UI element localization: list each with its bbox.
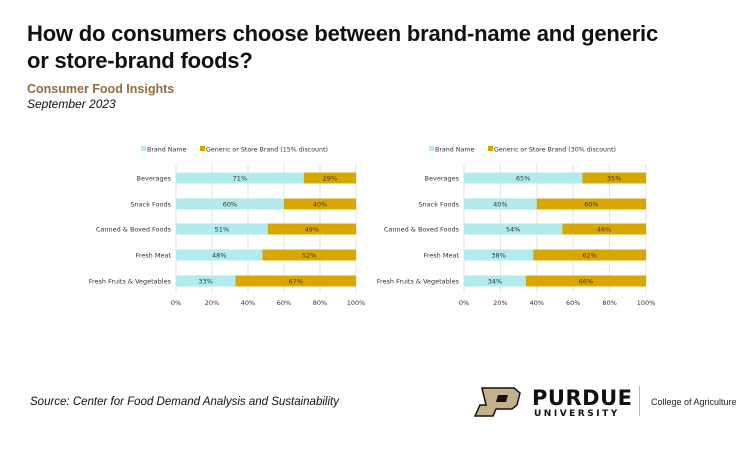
bar-segment	[176, 198, 284, 210]
legend-swatch	[141, 146, 146, 151]
legend-label: Generic or Store Brand (15% discount)	[206, 147, 328, 154]
x-tick-label: 60%	[277, 299, 291, 307]
data-label: 38%	[491, 252, 505, 260]
source-note: Source: Center for Food Demand Analysis …	[30, 396, 339, 408]
data-label: 34%	[488, 278, 502, 286]
data-label: 48%	[212, 252, 226, 260]
page-title: How do consumers choose between brand-na…	[27, 21, 659, 73]
charts: 0% 20% 40% 60% 80% 100% Brand Name Generic or S…	[89, 146, 656, 307]
bar-segment	[533, 249, 646, 261]
category-label: Fresh Meat	[135, 252, 171, 260]
data-label: 35%	[607, 175, 621, 183]
data-label: 54%	[506, 226, 520, 234]
category-label: Beverages	[137, 175, 172, 183]
data-label: 60%	[584, 201, 598, 209]
bar-segment	[176, 249, 263, 261]
category-label: Fresh Fruits & Vegetables	[377, 278, 460, 286]
bar-segment	[464, 249, 534, 261]
svg-text:PURDUE: PURDUE	[532, 386, 632, 410]
x-tick-label: 40%	[241, 299, 255, 307]
category-label: Snack Foods	[418, 201, 459, 209]
category-label: Canned & Boxed Foods	[96, 226, 172, 234]
divider	[639, 386, 640, 416]
bar-segment	[464, 275, 526, 287]
bar-segment	[582, 172, 646, 184]
bar-segment	[562, 223, 646, 235]
category-label: Fresh Fruits & Vegetables	[89, 278, 172, 286]
legend-swatch	[429, 146, 434, 151]
x-tick-label: 0%	[171, 299, 181, 307]
subtitle: Consumer Food Insights	[27, 82, 175, 96]
x-tick-label: 20%	[205, 299, 219, 307]
bar-segment	[464, 223, 563, 235]
bar-segment	[176, 223, 268, 235]
x-tick-label: 100%	[637, 299, 656, 307]
legend-label: Brand Name	[435, 147, 474, 154]
data-label: 60%	[223, 201, 237, 209]
data-label: 33%	[198, 278, 212, 286]
legend-label: Generic or Store Brand (30% discount)	[494, 147, 616, 154]
data-label: 62%	[582, 252, 596, 260]
bar-segment	[262, 249, 356, 261]
data-label: 46%	[597, 226, 611, 234]
x-tick-label: 80%	[313, 299, 327, 307]
category-label: Snack Foods	[130, 201, 171, 209]
data-label: 71%	[233, 175, 247, 183]
legend-swatch	[200, 146, 205, 151]
data-label: 40%	[493, 201, 507, 209]
data-label: 51%	[215, 226, 229, 234]
category-label: Fresh Meat	[423, 252, 459, 260]
date: September 2023	[27, 97, 116, 111]
data-label: 49%	[305, 226, 319, 234]
bar-segment	[176, 275, 236, 287]
data-label: 40%	[313, 201, 327, 209]
bar-segment	[464, 198, 537, 210]
category-label: Canned & Boxed Foods	[384, 226, 460, 234]
bar-segment	[176, 172, 304, 184]
college-name: College of Agriculture	[651, 397, 737, 407]
bar-segment	[464, 172, 583, 184]
bar-segment	[525, 275, 646, 287]
legend-label: Brand Name	[147, 147, 186, 154]
x-tick-label: 80%	[602, 299, 616, 307]
data-label: 52%	[302, 252, 316, 260]
data-label: 67%	[288, 278, 302, 286]
x-tick-label: 60%	[566, 299, 580, 307]
data-label: 65%	[516, 175, 530, 183]
data-label: 66%	[579, 278, 593, 286]
bar-segment	[536, 198, 646, 210]
category-label: Beverages	[425, 175, 460, 183]
legend-swatch	[488, 146, 493, 151]
bar-segment	[303, 172, 356, 184]
purdue-logo: PURDUE UNIVERSITY	[474, 386, 632, 419]
x-tick-label: 0%	[459, 299, 469, 307]
x-tick-label: 20%	[493, 299, 507, 307]
bar-segment	[235, 275, 356, 287]
svg-text:UNIVERSITY: UNIVERSITY	[534, 409, 620, 419]
data-label: 29%	[323, 175, 337, 183]
x-tick-label: 100%	[347, 299, 366, 307]
x-tick-label: 40%	[530, 299, 544, 307]
bar-segment	[284, 198, 356, 210]
bar-segment	[267, 223, 356, 235]
